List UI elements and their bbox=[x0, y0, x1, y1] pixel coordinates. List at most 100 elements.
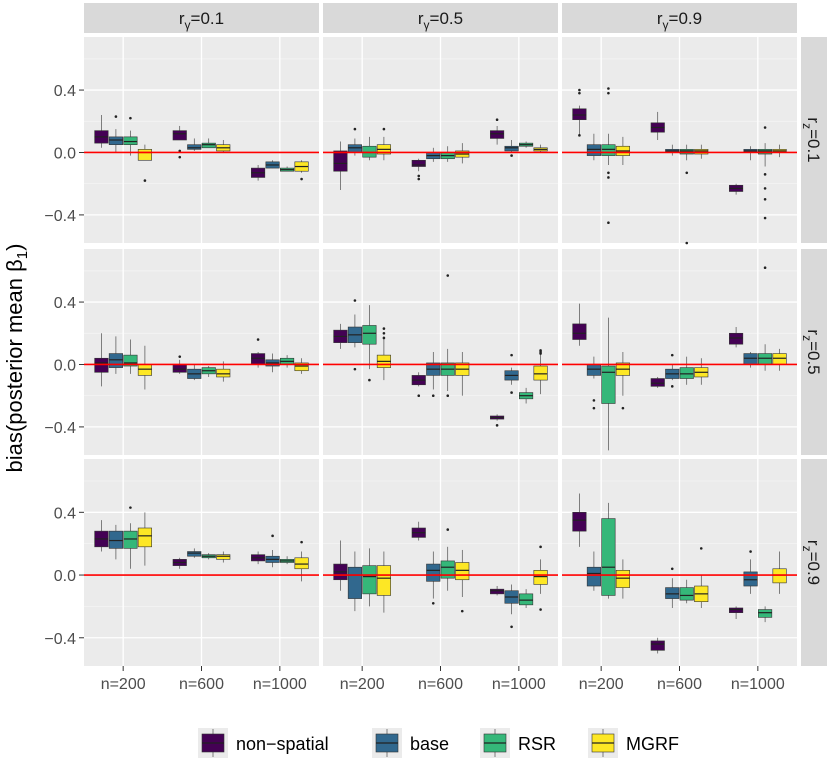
strip-label-sub: γ bbox=[424, 18, 430, 32]
y-axis-title-subscript: 1 bbox=[14, 251, 31, 259]
column-strip-label: rγ=0.5 bbox=[418, 9, 463, 32]
box-iqr bbox=[519, 593, 534, 606]
box-non-spatial bbox=[172, 557, 187, 569]
box-iqr bbox=[758, 353, 773, 365]
box-RSR bbox=[519, 141, 534, 148]
facet-panel bbox=[562, 249, 797, 455]
box-iqr bbox=[615, 570, 630, 588]
box-iqr bbox=[650, 378, 665, 387]
box-MGRF bbox=[455, 143, 470, 164]
row-strip-bg bbox=[801, 37, 827, 243]
y-tick-label: 0.4 bbox=[54, 505, 76, 522]
box-MGRF bbox=[615, 136, 630, 165]
box-MGRF bbox=[455, 352, 470, 396]
outlier-point bbox=[460, 609, 464, 613]
outlier-point bbox=[143, 179, 147, 182]
panel-boxes bbox=[323, 118, 558, 190]
box-RSR bbox=[679, 356, 694, 385]
box-base bbox=[347, 127, 362, 156]
facet-panel bbox=[84, 37, 319, 243]
outlier-point bbox=[685, 171, 689, 175]
box-iqr bbox=[216, 554, 231, 560]
box-MGRF bbox=[694, 358, 709, 385]
outlier-point bbox=[763, 216, 767, 220]
box-MGRF bbox=[294, 358, 309, 374]
box-iqr bbox=[123, 530, 138, 549]
box-RSR bbox=[601, 87, 616, 225]
panel-boxes bbox=[323, 521, 558, 629]
facet-panel bbox=[562, 37, 797, 243]
outlier-point bbox=[539, 608, 542, 611]
box-non-spatial bbox=[490, 586, 505, 596]
box-iqr bbox=[376, 565, 391, 596]
strip-label-base: r bbox=[657, 9, 663, 28]
box-iqr bbox=[572, 512, 587, 532]
box-RSR bbox=[123, 116, 138, 156]
y-tick-label: −0.4 bbox=[44, 208, 76, 225]
y-axis-title-main: bias(posterior mean β bbox=[2, 259, 27, 472]
outlier-point bbox=[763, 198, 767, 201]
box-iqr bbox=[108, 530, 123, 549]
y-tick-label: −0.4 bbox=[44, 420, 76, 437]
box-iqr bbox=[362, 565, 377, 595]
outlier-point bbox=[510, 154, 513, 157]
facet-panel bbox=[323, 459, 558, 666]
box-iqr bbox=[440, 560, 455, 579]
outlier-point bbox=[495, 424, 499, 427]
row-strip-label: rz=0.9 bbox=[800, 540, 823, 585]
box-iqr bbox=[729, 607, 744, 613]
box-iqr bbox=[333, 150, 348, 172]
outlier-point bbox=[607, 87, 610, 90]
box-iqr bbox=[251, 353, 266, 365]
box-RSR bbox=[201, 366, 216, 377]
outlier-point bbox=[382, 127, 386, 131]
box-RSR bbox=[519, 387, 534, 404]
box-non-spatial bbox=[333, 323, 348, 349]
outlier-point bbox=[670, 353, 674, 357]
box-iqr bbox=[772, 353, 787, 365]
box-RSR bbox=[280, 166, 295, 172]
facet-panel bbox=[562, 459, 797, 666]
y-axis-title-end: ) bbox=[2, 244, 27, 251]
box-iqr bbox=[347, 144, 362, 153]
strip-label-base: r bbox=[804, 117, 823, 123]
x-tick-label: n=1000 bbox=[731, 676, 785, 693]
outlier-point bbox=[578, 91, 581, 95]
strip-label-rest: =0.9 bbox=[804, 552, 823, 586]
row-strip-bg bbox=[801, 459, 827, 666]
box-MGRF bbox=[615, 352, 630, 410]
outlier-point bbox=[129, 116, 132, 120]
box-non-spatial bbox=[94, 520, 109, 552]
box-iqr bbox=[533, 365, 548, 381]
column-strip-label: rγ=0.1 bbox=[179, 9, 224, 32]
y-tick-label: 0.4 bbox=[54, 295, 76, 312]
outlier-point bbox=[763, 173, 767, 176]
box-non-spatial bbox=[650, 376, 665, 388]
outlier-point bbox=[763, 126, 767, 129]
box-iqr bbox=[679, 367, 694, 379]
box-iqr bbox=[362, 325, 377, 345]
box-iqr bbox=[455, 562, 470, 581]
box-iqr bbox=[743, 571, 758, 587]
box-iqr bbox=[187, 144, 202, 150]
box-iqr bbox=[123, 136, 138, 145]
outlier-point bbox=[178, 149, 182, 153]
box-base bbox=[504, 584, 519, 629]
box-non-spatial bbox=[94, 115, 109, 148]
legend-item-base: base bbox=[372, 728, 449, 758]
box-iqr bbox=[743, 353, 758, 365]
outlier-point bbox=[592, 406, 596, 410]
outlier-point bbox=[271, 534, 274, 538]
column-strip-bg bbox=[323, 3, 558, 33]
box-RSR bbox=[679, 579, 694, 604]
legend-label: MGRF bbox=[626, 734, 679, 754]
box-non-spatial bbox=[251, 164, 266, 181]
strip-layer: rγ=0.1 rγ=0.5 rγ=0.9rz=0.1rz=0.5rz=0.9 bbox=[84, 3, 827, 666]
x-tick-label: n=200 bbox=[101, 676, 146, 693]
column-strip-bg bbox=[562, 3, 797, 33]
legend-item-MGRF: MGRF bbox=[588, 728, 679, 758]
box-non-spatial bbox=[411, 521, 426, 541]
box-RSR bbox=[201, 553, 216, 560]
box-MGRF bbox=[137, 512, 152, 566]
box-iqr bbox=[123, 354, 138, 367]
